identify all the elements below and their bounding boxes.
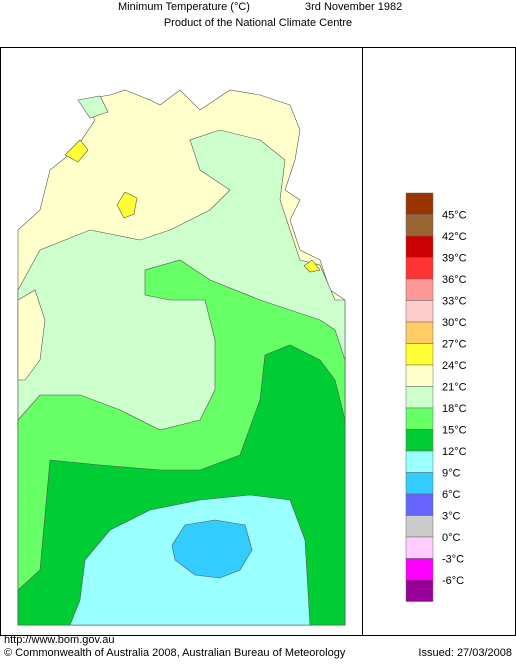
legend-swatch xyxy=(405,364,434,387)
issued: Issued: 27/03/2008 xyxy=(418,647,512,659)
legend-label: -3°C xyxy=(442,554,464,566)
legend-label: 33°C xyxy=(442,296,467,308)
legend-swatch xyxy=(405,450,434,473)
legend-label: 21°C xyxy=(442,382,467,394)
legend-swatch xyxy=(405,192,434,215)
map xyxy=(17,89,346,626)
legend-swatch xyxy=(405,235,434,258)
subtitle: Product of the National Climate Centre xyxy=(164,17,352,29)
legend-swatch xyxy=(405,515,434,538)
legend-swatch xyxy=(405,386,434,409)
legend: 45°C 42°C 39°C 36°C 33°C 30°C 27°C 24°C 21°C 18°C… xyxy=(405,192,467,602)
legend-label: 6°C xyxy=(442,489,461,501)
legend-label: 27°C xyxy=(442,339,467,351)
legend-swatch xyxy=(405,429,434,452)
date: 3rd November 1982 xyxy=(305,1,402,13)
copyright: © Commonwealth of Australia 2008, Austra… xyxy=(4,647,346,659)
legend-label: 15°C xyxy=(442,425,467,437)
legend-swatch xyxy=(405,278,434,301)
legend-swatch xyxy=(405,579,434,602)
legend-swatch xyxy=(405,493,434,516)
legend-label: 9°C xyxy=(442,468,461,480)
legend-label: 30°C xyxy=(442,317,467,329)
yellow-spot xyxy=(303,259,321,273)
legend-label: 45°C xyxy=(442,210,467,222)
legend-label: 39°C xyxy=(442,253,467,265)
legend-swatch xyxy=(405,343,434,366)
legend-label: 42°C xyxy=(442,231,467,243)
light-green-island xyxy=(77,95,109,119)
legend-label: 12°C xyxy=(442,446,467,458)
legend-label: -6°C xyxy=(442,575,464,587)
legend-label: 18°C xyxy=(442,403,467,415)
title: Minimum Temperature (°C) xyxy=(118,1,250,13)
legend-swatch xyxy=(405,214,434,237)
legend-label: 0°C xyxy=(442,532,461,544)
legend-swatch xyxy=(405,558,434,581)
legend-swatch xyxy=(405,472,434,495)
legend-label: 24°C xyxy=(442,360,467,372)
yellow-spot xyxy=(64,139,89,163)
legend-swatch xyxy=(405,257,434,280)
cream-pocket xyxy=(17,289,46,381)
legend-swatch xyxy=(405,300,434,323)
blue-region xyxy=(171,519,253,579)
yellow-spot xyxy=(116,191,138,219)
legend-swatch xyxy=(405,407,434,430)
legend-label: 36°C xyxy=(442,274,467,286)
legend-label: 3°C xyxy=(442,511,461,523)
legend-swatch xyxy=(405,536,434,559)
legend-swatch xyxy=(405,321,434,344)
url: http://www.bom.gov.au xyxy=(4,634,114,646)
